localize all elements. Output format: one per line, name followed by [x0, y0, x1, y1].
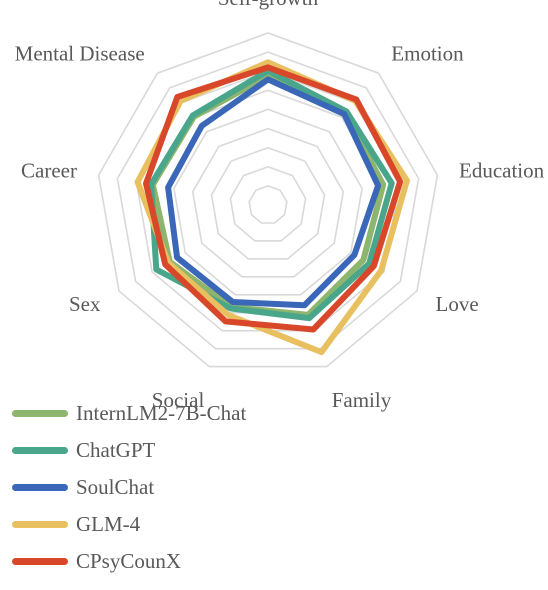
- axis-label-education: Education: [459, 159, 545, 183]
- legend-swatch-chatgpt: [12, 447, 68, 454]
- grid-ring: [248, 185, 288, 224]
- grid-ring: [229, 165, 307, 242]
- axis-label-self-growth: Self-growth: [218, 0, 319, 10]
- legend-swatch-soulchat: [12, 484, 68, 491]
- legend-label-soulchat: SoulChat: [76, 475, 155, 499]
- grid-ring: [191, 127, 345, 278]
- grid-ring: [210, 146, 326, 260]
- legend-label-chatgpt: ChatGPT: [76, 438, 156, 462]
- legend-label-cpsycounx: CPsyCounX: [76, 549, 182, 573]
- axis-label-social: Social: [152, 388, 205, 412]
- legend-label-internlm2: InternLM2-7B-Chat: [76, 401, 247, 425]
- legend-label-glm4: GLM-4: [76, 512, 141, 536]
- axis-label-career: Career: [21, 159, 77, 183]
- legend-item-glm4: GLM-4: [12, 506, 332, 543]
- grid-ring: [116, 51, 420, 350]
- legend-swatch-cpsycounx: [12, 558, 68, 565]
- axis-label-sex: Sex: [69, 292, 101, 316]
- radar-axis-labels: Self-growth Emotion Education Love Family Soc…: [15, 0, 545, 412]
- radar-series-layer: [134, 59, 410, 356]
- axis-label-family: Family: [332, 388, 392, 412]
- axis-label-mental-disease: Mental Disease: [15, 41, 145, 65]
- legend-item-internlm2: InternLM2-7B-Chat: [12, 395, 332, 432]
- series-line-soulchat: [165, 76, 382, 309]
- legend-swatch-glm4: [12, 521, 68, 528]
- grid-ring: [97, 32, 439, 368]
- legend: InternLM2-7B-Chat ChatGPT SoulChat GLM-4…: [12, 395, 332, 580]
- legend-item-chatgpt: ChatGPT: [12, 432, 332, 469]
- legend-item-cpsycounx: CPsyCounX: [12, 543, 332, 580]
- legend-swatch-internlm2: [12, 410, 68, 417]
- series-line-cpsycounx: [143, 64, 404, 333]
- legend-item-soulchat: SoulChat: [12, 469, 332, 506]
- grid-ring: [173, 108, 363, 296]
- series-line-chatgpt: [148, 67, 395, 322]
- axis-label-love: Love: [436, 292, 479, 316]
- axis-label-emotion: Emotion: [391, 41, 464, 65]
